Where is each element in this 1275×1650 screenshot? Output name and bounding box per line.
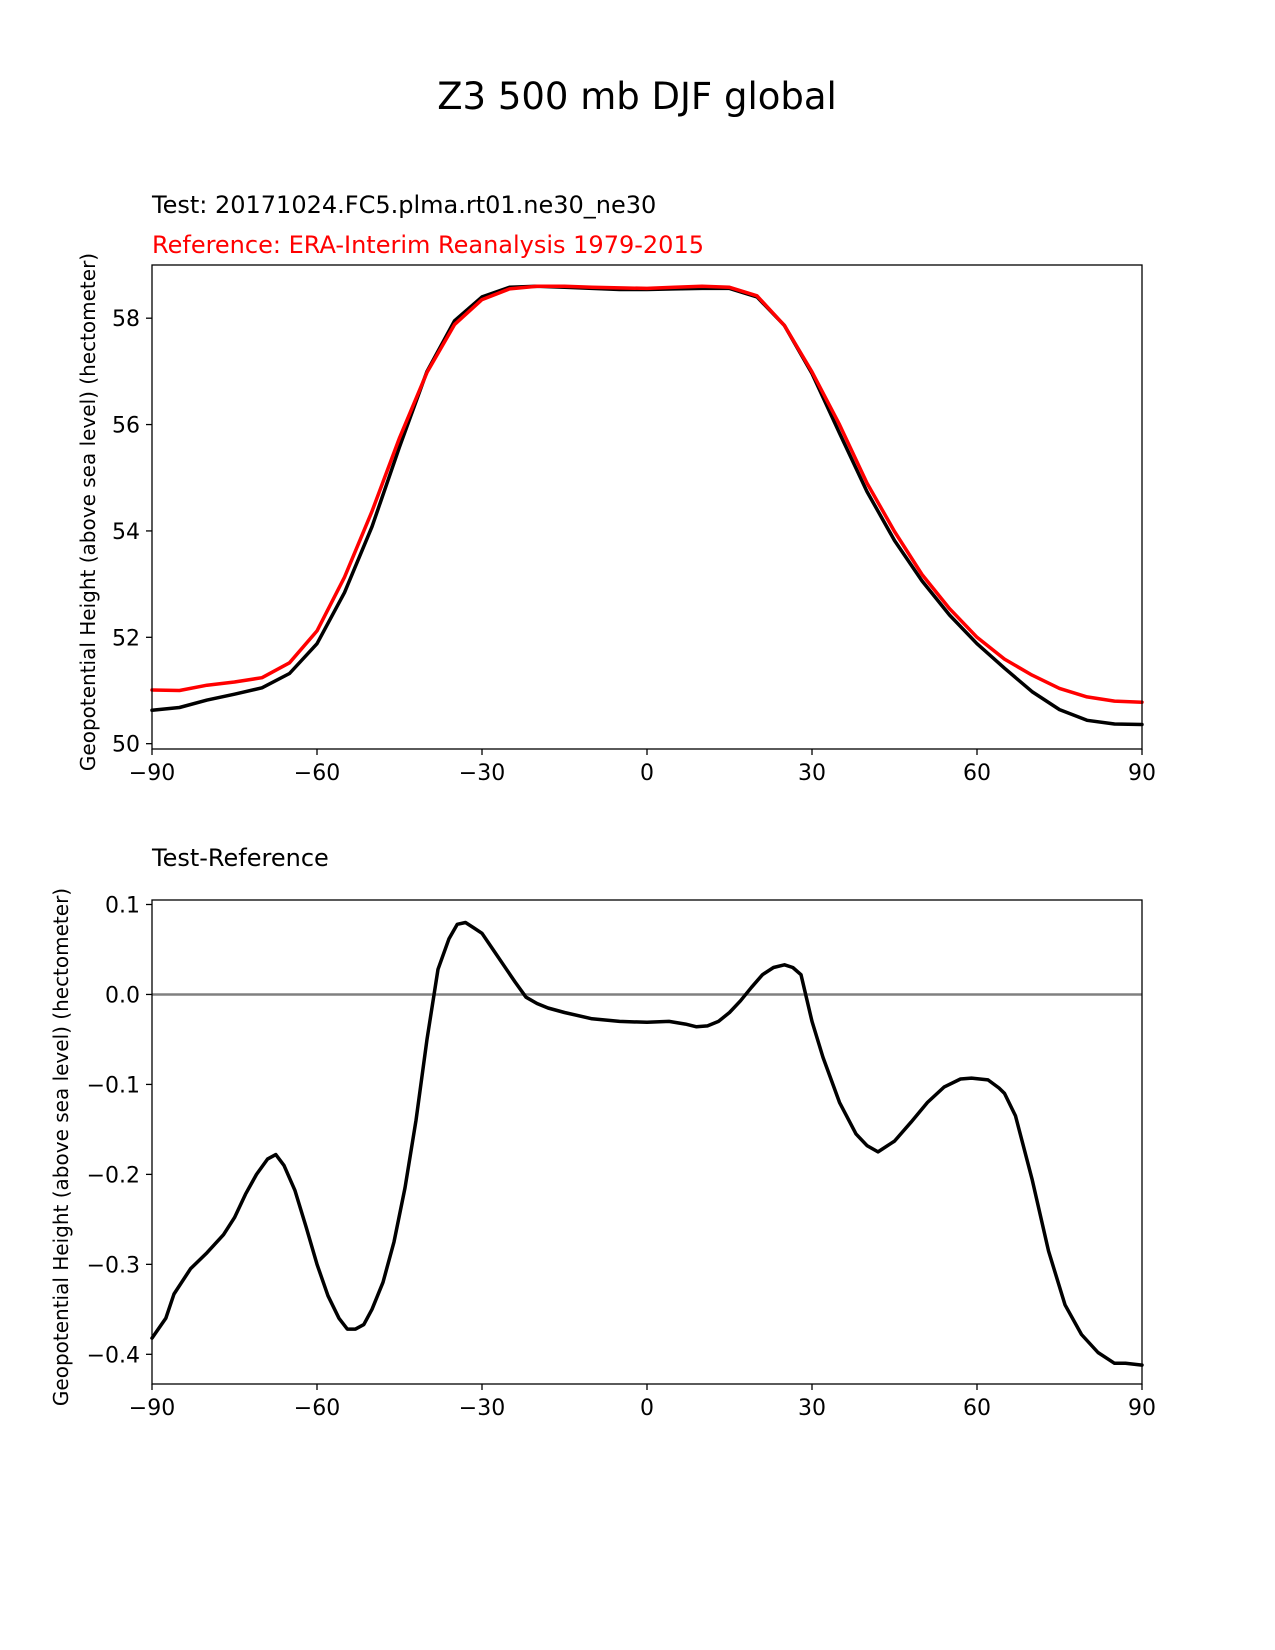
top-x-tick-label: −90	[129, 761, 175, 786]
top-x-tick-label: 30	[798, 761, 826, 786]
figure-title: Z3 500 mb DJF global	[437, 75, 837, 118]
top-x-tick-label: 60	[963, 761, 991, 786]
bottom-y-tick-label: −0.1	[87, 1073, 140, 1098]
bottom-y-tick-label: −0.3	[87, 1253, 140, 1278]
top-y-tick-label: 52	[112, 626, 140, 651]
top-y-tick-label: 54	[112, 520, 140, 545]
top-axes-frame	[151, 264, 1143, 750]
top-y-axis-label: Geopotential Height (above sea level) (h…	[76, 253, 100, 771]
top-panel: Test: 20171024.FC5.plma.rt01.ne30_ne30 R…	[76, 191, 1156, 786]
bottom-x-tick-label: 60	[963, 1396, 991, 1421]
bottom-x-tick-label: 0	[640, 1396, 654, 1421]
top-series-test	[150, 284, 1144, 727]
top-series-reference	[150, 284, 1144, 704]
top-x-tick-label: −30	[459, 761, 505, 786]
bottom-x-tick-label: −90	[129, 1396, 175, 1421]
bottom-panel: Test-Reference −90 −60 −30 0 30 60 90 0.1 0.0 −0.…	[49, 844, 1156, 1421]
reference-label: Reference: ERA-Interim Reanalysis 1979-2…	[152, 231, 704, 259]
bottom-x-tick-label: −30	[459, 1396, 505, 1421]
top-y-tick-label: 56	[112, 414, 140, 439]
bottom-axes-frame	[151, 899, 1143, 1385]
bottom-x-tick-label: 90	[1128, 1396, 1156, 1421]
top-plot-area: −90 −60 −30 0 30 60 90 50 52 54 56 58	[112, 264, 1156, 786]
bottom-series-test-reference	[150, 920, 1144, 1367]
bottom-y-tick-label: −0.4	[87, 1343, 140, 1368]
bottom-x-tick-label: −60	[294, 1396, 340, 1421]
bottom-y-tick-label: 0.1	[105, 893, 140, 918]
bottom-y-axis-label: Geopotential Height (above sea level) (h…	[49, 888, 73, 1406]
top-y-tick-label: 50	[112, 733, 140, 758]
top-y-tick-label: 58	[112, 307, 140, 332]
bottom-plot-area: −90 −60 −30 0 30 60 90 0.1 0.0 −0.1 −0.2 −0.3 −0.4	[87, 893, 1156, 1421]
bottom-y-tick-label: −0.2	[87, 1163, 140, 1188]
top-x-tick-label: 0	[640, 761, 654, 786]
top-x-tick-label: 90	[1128, 761, 1156, 786]
test-label: Test: 20171024.FC5.plma.rt01.ne30_ne30	[151, 191, 656, 219]
bottom-x-tick-label: 30	[798, 1396, 826, 1421]
diff-title: Test-Reference	[151, 844, 329, 872]
top-x-tick-label: −60	[294, 761, 340, 786]
bottom-y-tick-label: 0.0	[105, 983, 140, 1008]
